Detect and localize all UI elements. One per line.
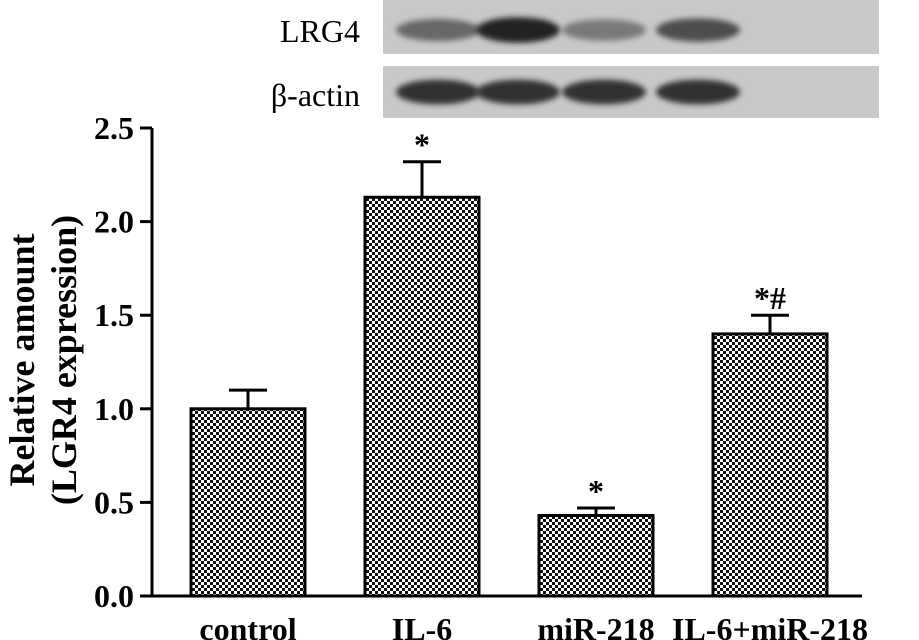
y-axis: 0.0 0.5 1.0 1.5 2.0 2.5	[94, 110, 154, 614]
blot-row-label: LRG4	[280, 13, 360, 49]
bar-mir-218	[537, 514, 655, 598]
y-axis-label-line2: (LGR4 expression)	[44, 215, 84, 505]
x-tick-label: IL-6	[392, 611, 452, 640]
y-tick-label: 0.0	[94, 578, 134, 614]
chart-area: 0.0 0.5 1.0 1.5 2.0 2.5 * * *# control IL-6 miR-2…	[2, 110, 868, 640]
bar-il-6-mir-218	[711, 332, 829, 598]
bars-group	[189, 195, 829, 598]
bar-control	[189, 407, 307, 598]
blot-band	[656, 79, 740, 105]
significance-annotations: * * *#	[414, 127, 786, 509]
y-tick-label: 1.5	[94, 297, 134, 333]
y-tick-label: 2.5	[94, 110, 134, 146]
blot-band	[396, 79, 480, 105]
x-tick-label: miR-218	[537, 611, 654, 640]
blot-band	[656, 18, 740, 42]
y-tick-label: 2.0	[94, 204, 134, 240]
significance-mark: *	[588, 473, 604, 509]
x-tick-labels: control IL-6 miR-218 IL-6+miR-218	[199, 611, 868, 640]
significance-mark: *#	[754, 280, 786, 316]
y-axis-label-line1: Relative amount	[2, 234, 42, 487]
blot-band	[562, 19, 646, 41]
blot-band	[476, 17, 560, 43]
blot-row-label: β-actin	[271, 77, 360, 113]
blot-band	[396, 18, 480, 42]
blot-band	[476, 79, 560, 105]
y-tick-label: 1.0	[94, 391, 134, 427]
x-tick-label: IL-6+miR-218	[672, 611, 868, 640]
blot-band	[562, 79, 646, 105]
x-tick-label: control	[199, 611, 296, 640]
significance-mark: *	[414, 127, 430, 163]
western-blot-panel: LRG4 β-actin	[271, 0, 879, 118]
y-tick-label: 0.5	[94, 484, 134, 520]
bar-il-6	[363, 195, 481, 598]
error-bars-group	[229, 160, 789, 516]
